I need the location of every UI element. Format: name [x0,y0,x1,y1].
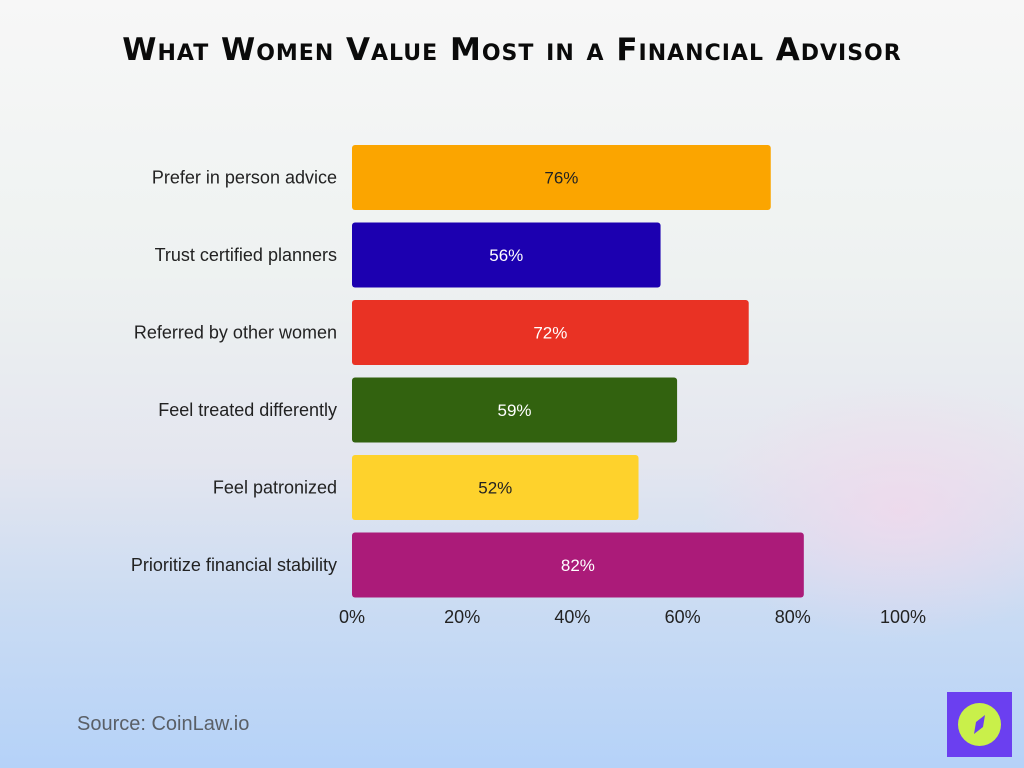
data-label: 82% [561,556,595,575]
data-label: 72% [533,324,567,343]
category-label: Referred by other women [134,323,337,343]
x-tick-label: 100% [880,607,926,627]
chart-title: What Women Value Most in a Financial Adv… [122,32,902,68]
x-tick-label: 20% [444,607,480,627]
x-tick-label: 80% [775,607,811,627]
x-tick-label: 40% [554,607,590,627]
bar [352,377,678,443]
category-label: Feel treated differently [158,400,337,420]
data-label: 52% [478,479,512,498]
category-label: Trust certified planners [155,245,337,265]
x-tick-label: 60% [665,607,701,627]
x-tick-label: 0% [339,607,365,627]
category-label: Prefer in person advice [152,168,337,188]
data-label: 76% [544,169,578,188]
compass-icon [958,703,1001,746]
category-label: Prioritize financial stability [131,555,337,575]
bar [352,455,639,520]
bar [352,300,749,365]
source-text: Source: CoinLaw.io [77,713,250,735]
bar [352,222,661,288]
data-label: 59% [498,401,532,420]
bar [352,532,804,598]
data-label: 56% [489,246,523,265]
category-label: Feel patronized [213,478,337,498]
logo [947,692,1012,757]
bar [352,145,771,210]
